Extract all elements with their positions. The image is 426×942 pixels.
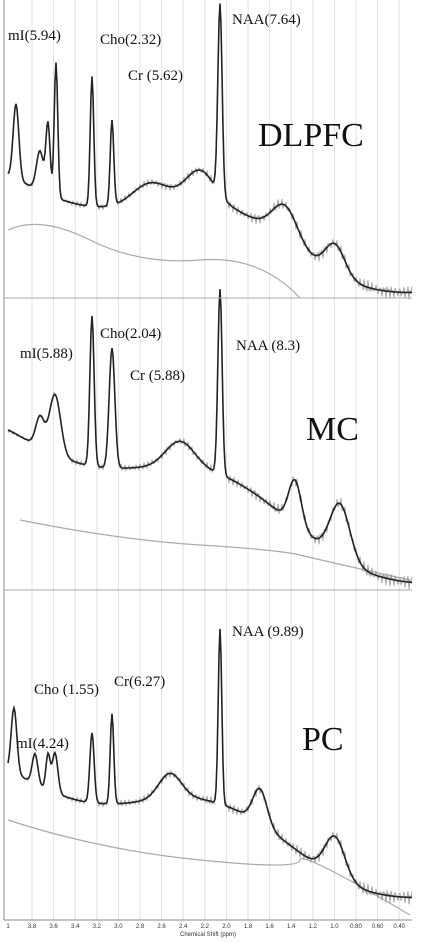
region-label: MC [306,411,359,448]
region-label: DLPFC [258,117,364,154]
x-axis: 1 3.8 3.6 3.4 3.2 3.0 2.8 2.6 2.4 2.2 2.0 1.8 1.6 1.4… [6,924,405,930]
x-tick-label: 0.60 [372,924,384,930]
baseline-curve [7,223,301,299]
x-tick-label: 3.2 [93,924,102,930]
x-tick-label: 1 [6,924,10,930]
x-tick-label: 3.8 [28,924,37,930]
x-tick-label: 0.80 [350,924,362,930]
x-tick-label: 0.40 [393,924,405,930]
peak-label: Cr(6.27) [114,674,165,690]
peak-label: Cho (1.55) [34,682,99,698]
peak-label: mI(4.24) [16,736,69,752]
peak-label: mI(5.88) [20,346,73,362]
x-tick-label: 2.8 [136,924,145,930]
x-tick-label: 1.6 [265,924,274,930]
x-tick-label: 3.0 [114,924,123,930]
fitted-spectrum [7,628,412,899]
peak-label: NAA(7.64) [232,12,301,28]
peak-label: NAA (8.3) [236,338,300,354]
x-tick-label: 3.4 [71,924,80,930]
x-tick-label: 2.0 [222,924,231,930]
baseline-curve [19,519,411,581]
fitted-spectrum [7,289,413,584]
peak-label: Cr (5.62) [128,68,183,84]
grid [31,0,400,920]
x-tick-label: 1.8 [244,924,253,930]
x-tick-label: 2.4 [179,924,188,930]
peak-label: Cr (5.88) [130,368,185,384]
x-tick-label: 1.0 [330,924,339,930]
baseline-curve [7,819,411,916]
spectra [7,3,413,916]
peak-label: NAA (9.89) [232,624,304,640]
x-tick-label: 1.2 [309,924,318,930]
x-tick-label: 2.6 [157,924,166,930]
x-axis-label: Chemical Shift (ppm) [180,932,236,938]
x-tick-label: 3.6 [49,924,58,930]
region-label: PC [302,721,344,758]
raw-spectrum [7,629,413,905]
x-tick-label: 2.2 [201,924,210,930]
peak-label: Cho(2.04) [100,326,161,342]
fitted-spectrum [7,3,412,294]
peak-label: Cho(2.32) [100,32,161,48]
peak-label: mI(5.94) [8,28,61,44]
x-tick-label: 1.4 [287,924,296,930]
